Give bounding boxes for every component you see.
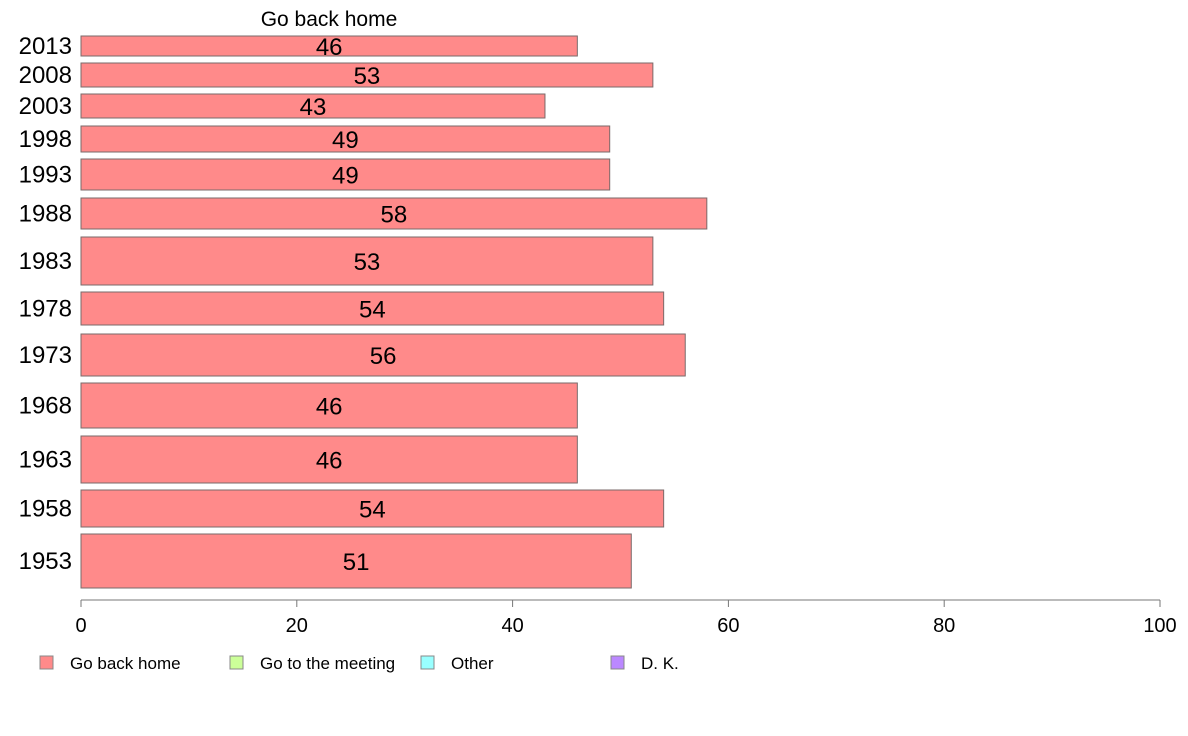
bar-2013: [80, 35, 578, 57]
data-label: 46: [316, 448, 343, 475]
bar-1953: [80, 533, 632, 589]
bar-1968: [80, 382, 578, 429]
y-tick-label: 1958: [19, 496, 72, 523]
bar-1983: [80, 236, 654, 286]
data-label: 51: [343, 549, 370, 576]
data-label: 53: [354, 63, 381, 90]
x-tick-label: 60: [717, 615, 739, 637]
y-tick-label: 1953: [19, 548, 72, 575]
data-label: 54: [359, 497, 386, 524]
bar-1978: [80, 291, 665, 326]
bar-1988: [80, 197, 708, 230]
x-tick-label: 80: [933, 615, 955, 637]
y-tick-label: 1998: [19, 126, 72, 153]
bars-group: [80, 35, 708, 589]
y-tick-label: 2003: [19, 93, 72, 120]
y-tick-label: 1988: [19, 201, 72, 228]
x-tick-label: 40: [501, 615, 523, 637]
data-label: 58: [381, 202, 408, 229]
y-tick-label: 1993: [19, 162, 72, 189]
bar-1963: [80, 435, 578, 484]
x-tick-label: 100: [1143, 615, 1176, 637]
legend-swatch: [229, 655, 244, 670]
y-tick-label: 1968: [19, 393, 72, 420]
y-tick-label: 1963: [19, 447, 72, 474]
data-label: 43: [300, 94, 327, 121]
y-tick-label: 2013: [19, 33, 72, 60]
bar-1993: [80, 158, 611, 191]
x-tick-label: 0: [75, 615, 86, 637]
y-tick-label: 1973: [19, 342, 72, 369]
data-label: 53: [354, 249, 381, 276]
data-label: 46: [316, 34, 343, 61]
legend-label: Go back home: [70, 654, 181, 673]
legend-swatch: [420, 655, 435, 670]
x-tick-label: 20: [286, 615, 308, 637]
panel-title: Go back home: [261, 8, 398, 31]
data-label: 56: [370, 343, 397, 370]
legend-swatch: [39, 655, 54, 670]
data-label: 46: [316, 394, 343, 421]
data-label: 49: [332, 127, 359, 154]
bar-2008: [80, 62, 654, 88]
y-tick-label: 1978: [19, 296, 72, 323]
legend-label: Other: [451, 654, 494, 673]
legend-label: D. K.: [641, 654, 679, 673]
legend-label: Go to the meeting: [260, 654, 395, 673]
x-axis: 0 20 40 60 80 100: [75, 599, 1177, 637]
bar-1958: [80, 489, 665, 528]
legend: Go back home Go to the meeting Other D. K.: [39, 654, 679, 673]
y-tick-label: 2008: [19, 62, 72, 89]
bar-1973: [80, 333, 686, 377]
bar-2003: [80, 93, 546, 119]
y-tick-label: 1983: [19, 248, 72, 275]
data-label: 49: [332, 163, 359, 190]
legend-swatch: [610, 655, 625, 670]
bar-1998: [80, 125, 611, 153]
data-label: 54: [359, 297, 386, 324]
